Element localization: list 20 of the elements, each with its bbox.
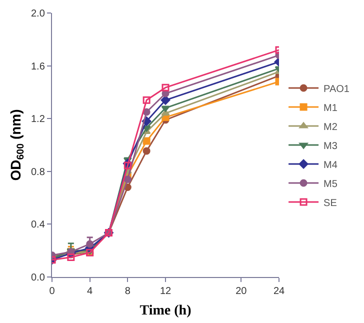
y-tick-label: 0.4	[30, 220, 46, 231]
x-tick-label: 24	[273, 286, 285, 298]
x-tick-label: 0	[49, 286, 56, 298]
y-tick-label: 2.0	[30, 8, 46, 20]
y-tick-label: 0.8	[30, 166, 46, 178]
legend-label: M1	[324, 102, 338, 114]
legend-label: PAO1	[324, 84, 350, 95]
legend-label: M4	[324, 160, 338, 171]
y-tick-label: 1.2	[30, 114, 46, 126]
legend-label: M2	[324, 122, 338, 133]
x-tick-label: 8	[124, 286, 131, 298]
legend-label: SE	[324, 198, 338, 209]
x-tick-label: 12	[160, 286, 172, 298]
x-axis-title: Time (h)	[140, 303, 192, 318]
y-tick-label: 0.0	[30, 272, 46, 284]
x-tick-label: 20	[236, 286, 248, 298]
legend-label: M5	[324, 178, 338, 190]
y-tick-label: 1.6	[30, 61, 46, 72]
x-tick-label: 4	[87, 286, 94, 298]
legend-label: M3	[324, 140, 338, 152]
